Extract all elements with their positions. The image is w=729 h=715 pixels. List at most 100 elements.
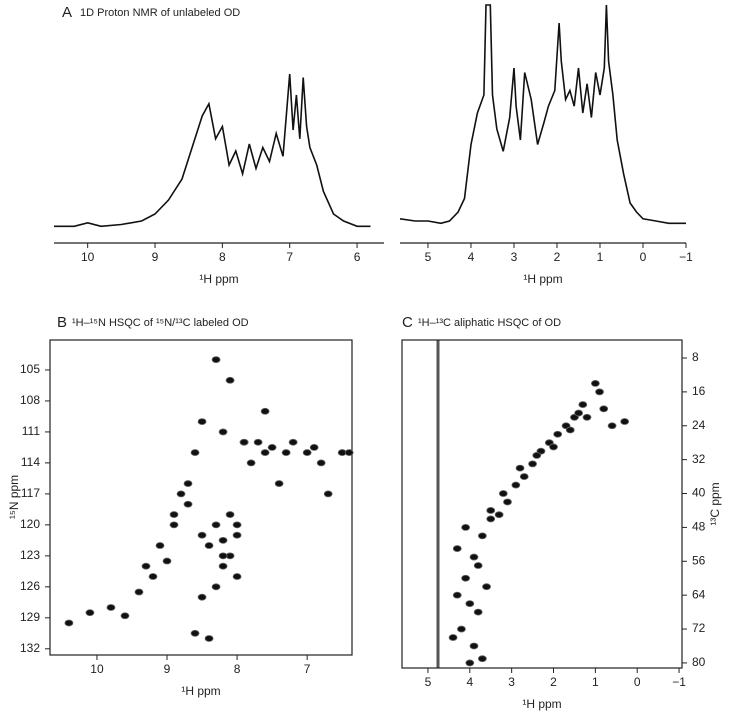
- peak: [274, 480, 284, 487]
- peak: [465, 659, 475, 667]
- peak: [134, 588, 144, 596]
- peak: [574, 409, 584, 417]
- y-tick-label: 32: [692, 452, 706, 466]
- peak: [218, 562, 228, 570]
- y-tick-label: 24: [692, 418, 706, 432]
- peak: [607, 422, 617, 430]
- y-tick-label: 120: [20, 517, 40, 531]
- peak: [473, 562, 483, 569]
- y-tick-label: 64: [692, 587, 706, 601]
- peak: [477, 532, 487, 540]
- peak: [85, 609, 95, 617]
- peak: [452, 545, 462, 552]
- x-tick-label: 4: [468, 250, 475, 264]
- peak: [482, 583, 491, 591]
- peak: [260, 407, 270, 415]
- y-tick-label: 8: [692, 350, 699, 364]
- peak: [211, 356, 221, 364]
- peak: [494, 511, 504, 519]
- x-tick-label: 6: [354, 250, 361, 264]
- spectrum: [54, 73, 371, 228]
- y-tick-label: 114: [21, 455, 40, 469]
- y-tick-label: 111: [22, 424, 41, 438]
- peak: [204, 635, 214, 642]
- peak: [323, 490, 333, 498]
- peak: [461, 523, 471, 531]
- x-tick-label: 5: [425, 250, 432, 264]
- peak: [176, 490, 186, 498]
- x-tick-label: 2: [554, 250, 561, 264]
- peak: [316, 459, 326, 467]
- peak: [197, 418, 207, 425]
- peak: [169, 511, 179, 518]
- peak: [486, 507, 496, 514]
- panel-label: C: [402, 314, 413, 331]
- peak: [469, 642, 479, 650]
- x-tick-label: 2: [550, 675, 557, 689]
- x-tick-label: 7: [286, 250, 293, 264]
- y-tick-label: 48: [692, 520, 706, 534]
- y-tick-label: 123: [20, 548, 40, 562]
- x-tick-label: −1: [679, 250, 693, 264]
- peak: [162, 557, 172, 565]
- panel-label: A: [62, 4, 72, 21]
- x-tick-label: 9: [152, 250, 159, 264]
- x-tick-label: 0: [640, 250, 647, 264]
- peak: [169, 521, 179, 529]
- peak: [469, 553, 479, 561]
- x-tick-label: 7: [304, 662, 311, 676]
- x-axis-label: ¹H ppm: [522, 697, 561, 711]
- peak: [225, 511, 235, 518]
- peak: [204, 542, 214, 549]
- x-tick-label: 3: [508, 675, 515, 689]
- peak: [232, 521, 242, 529]
- peak: [515, 464, 525, 472]
- x-tick-label: 3: [511, 250, 518, 264]
- peak: [281, 449, 291, 456]
- x-tick-label: 9: [164, 662, 171, 676]
- x-tick-label: 4: [466, 675, 473, 689]
- y-tick-label: 129: [20, 610, 40, 624]
- plot-frame: [401, 339, 683, 669]
- peak: [344, 449, 354, 456]
- peak: [218, 428, 228, 436]
- peak: [477, 655, 487, 663]
- x-tick-label: 8: [219, 250, 226, 264]
- peak: [225, 376, 235, 384]
- peak: [64, 619, 74, 627]
- peak: [473, 608, 483, 616]
- peak: [565, 426, 575, 434]
- x-tick-label: 10: [90, 662, 104, 676]
- peak: [239, 438, 249, 446]
- peak: [183, 500, 193, 508]
- peak: [620, 418, 630, 425]
- y-axis-label: ¹³C ppm: [708, 482, 722, 525]
- peak: [211, 521, 221, 529]
- peak: [595, 388, 604, 396]
- peak: [218, 552, 228, 560]
- chart-title: ¹H–¹⁵N HSQC of ¹⁵N/¹³C labeled OD: [72, 317, 249, 329]
- peak: [197, 593, 207, 601]
- peak: [106, 604, 116, 611]
- y-tick-label: 56: [692, 553, 706, 567]
- peak: [599, 405, 609, 413]
- x-tick-label: −1: [672, 675, 686, 689]
- y-tick-label: 132: [20, 641, 40, 655]
- peak: [155, 542, 165, 549]
- peak: [260, 449, 270, 456]
- x-axis-label: ¹H ppm: [523, 272, 562, 286]
- peak: [511, 481, 521, 489]
- peak: [267, 444, 277, 451]
- x-tick-label: 5: [425, 675, 432, 689]
- peak: [519, 473, 529, 480]
- peak: [288, 438, 298, 446]
- peak: [582, 413, 592, 421]
- y-tick-label: 72: [692, 621, 706, 635]
- peak: [183, 480, 193, 487]
- peak: [190, 449, 200, 456]
- y-axis-label: ¹⁵N ppm: [7, 475, 21, 519]
- peak: [528, 460, 537, 468]
- peak: [211, 583, 221, 591]
- x-tick-label: 10: [81, 250, 95, 264]
